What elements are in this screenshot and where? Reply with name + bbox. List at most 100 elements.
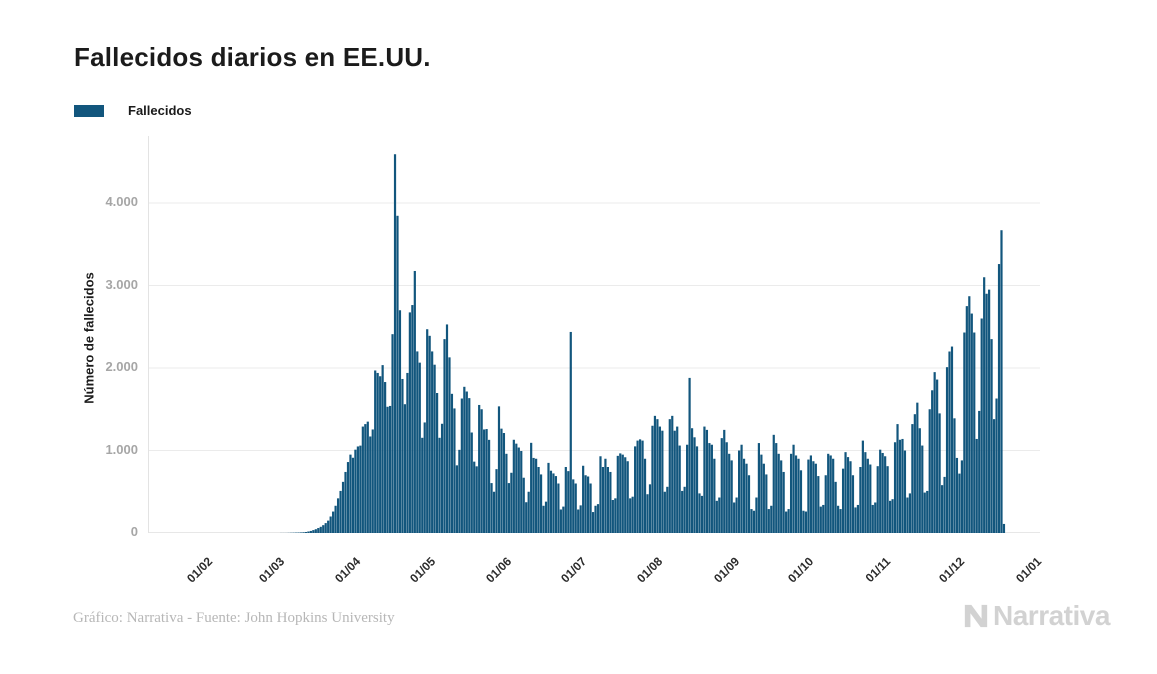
bar	[658, 426, 661, 533]
bar	[710, 444, 713, 534]
bar	[693, 437, 696, 533]
bar	[485, 429, 488, 533]
bar	[663, 491, 666, 533]
bar	[990, 339, 993, 534]
bar	[436, 393, 439, 533]
bar	[465, 391, 468, 533]
bar	[312, 530, 315, 533]
bar	[641, 440, 644, 533]
bar	[799, 470, 803, 533]
y-tick-label: 0	[130, 524, 138, 539]
bar	[792, 444, 795, 534]
bar	[1002, 523, 1006, 534]
bar	[789, 453, 793, 533]
bar	[723, 429, 726, 534]
bar	[582, 465, 585, 533]
bar	[804, 511, 808, 533]
bar	[955, 457, 959, 534]
bar	[686, 444, 689, 534]
bar	[859, 467, 862, 533]
x-tick-label: 01/12	[936, 554, 968, 586]
bar	[356, 446, 359, 533]
bar	[361, 426, 364, 533]
bar	[406, 372, 409, 533]
bar	[544, 501, 548, 533]
bar	[928, 409, 931, 533]
bar	[656, 419, 659, 533]
bar	[733, 502, 736, 534]
bar	[936, 379, 939, 533]
bar	[762, 463, 765, 533]
bar	[299, 532, 303, 533]
bar	[599, 456, 602, 533]
bar	[948, 351, 951, 533]
bar	[490, 483, 493, 533]
bar	[837, 505, 840, 533]
bar	[431, 351, 434, 533]
bar	[532, 457, 535, 534]
bar	[817, 476, 820, 533]
bar	[470, 432, 473, 533]
bar	[908, 493, 911, 533]
bar	[421, 437, 424, 533]
bar	[983, 277, 986, 533]
bar	[728, 453, 731, 533]
bar	[450, 393, 454, 533]
bar	[631, 496, 634, 533]
bar	[589, 483, 592, 533]
bar	[428, 335, 431, 533]
bar	[619, 453, 622, 533]
bar	[643, 458, 647, 533]
bar	[634, 446, 637, 534]
bar	[317, 528, 320, 533]
bar	[502, 433, 506, 533]
bar	[666, 486, 669, 533]
bar	[324, 523, 327, 533]
bar	[668, 419, 671, 533]
bar	[869, 464, 872, 533]
bar	[953, 418, 956, 533]
bar	[755, 497, 758, 533]
bar	[552, 473, 555, 534]
bar	[740, 444, 743, 534]
bar	[525, 502, 528, 533]
chart-title: Fallecidos diarios en EE.UU.	[74, 42, 431, 72]
bar	[463, 386, 466, 533]
bar	[829, 455, 832, 533]
bar	[973, 332, 976, 533]
bar	[591, 512, 595, 534]
bar	[992, 419, 996, 533]
bar	[574, 483, 577, 533]
bar	[346, 462, 350, 533]
bar	[661, 430, 664, 533]
narrativa-logo-text: Narrativa	[993, 600, 1110, 631]
bar	[505, 453, 508, 533]
bar	[797, 458, 800, 533]
bar	[445, 324, 449, 533]
bar	[978, 410, 981, 533]
bar	[839, 509, 842, 533]
bar-chart-canvas	[148, 136, 1040, 534]
bar	[950, 346, 954, 533]
bar	[535, 458, 538, 533]
legend-label: Fallecidos	[128, 103, 192, 118]
bar	[975, 438, 978, 533]
bar	[542, 505, 545, 533]
bar	[742, 458, 746, 533]
bar	[369, 436, 372, 534]
bar	[549, 470, 553, 533]
bar	[1000, 230, 1003, 533]
bar	[512, 439, 515, 533]
bar	[384, 382, 387, 533]
bar	[307, 531, 310, 533]
bar	[772, 434, 775, 533]
bar	[577, 509, 580, 533]
bar	[376, 372, 379, 533]
bar	[886, 466, 889, 534]
bar	[614, 498, 617, 533]
bar	[812, 461, 815, 534]
bar	[500, 428, 503, 533]
bar	[782, 471, 785, 533]
bar	[814, 463, 817, 533]
